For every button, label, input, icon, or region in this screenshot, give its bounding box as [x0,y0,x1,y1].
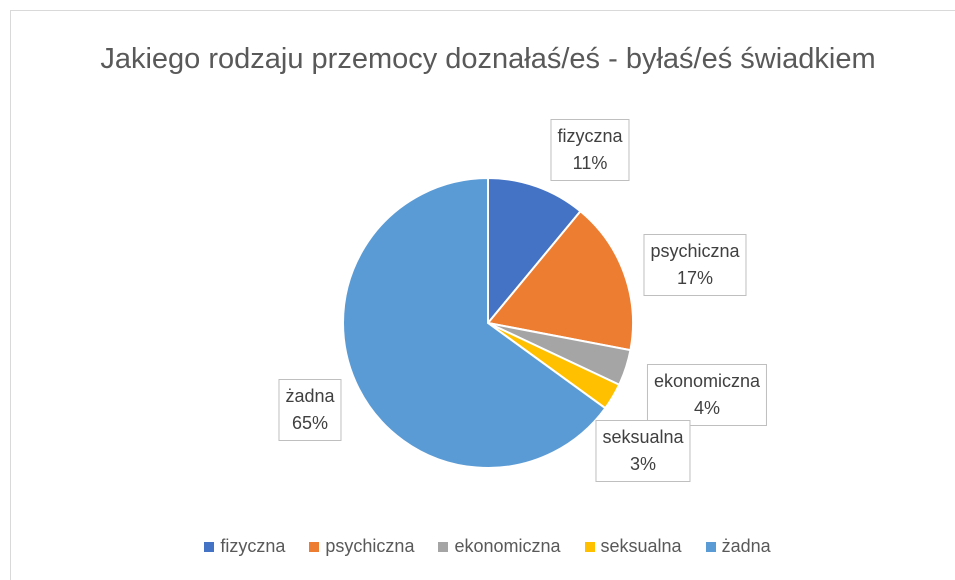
data-label: ekonomiczna 4% [646,364,768,426]
legend-swatch [584,542,595,552]
legend-label: ekonomiczna [454,536,561,556]
legend-item: seksualna [584,536,682,557]
data-label-category: psychiczna [650,241,740,261]
pie-slice [487,176,582,326]
legend-item: psychiczna [309,536,414,557]
legend-item: fizyczna [204,536,285,557]
legend-swatch [204,542,215,552]
chart-title: Jakiego rodzaju przemocy doznałaś/eś - b… [100,43,876,75]
data-label-value: 17% [676,268,714,288]
pie-slice [486,209,634,352]
legend-label: żadna [721,536,771,556]
data-label-category: seksualna [602,427,684,447]
legend-label: psychiczna [325,536,415,556]
data-label-value: 11% [572,153,608,173]
data-label-value: 3% [629,454,656,474]
data-label-value: 65% [291,413,329,433]
data-label-category: żadna [285,386,335,406]
data-label: fizyczna 11% [550,119,630,181]
pie-slice [342,176,607,469]
legend-label: seksualna [600,536,682,556]
legend-swatch [705,542,716,552]
data-label-category: fizyczna [557,126,623,146]
legend-swatch [438,542,449,552]
legend: fizyczna psychiczna ekonomiczna seksualna ża… [0,536,955,557]
legend-item: ekonomiczna [438,536,561,557]
data-label-value: 4% [693,398,720,418]
data-label: seksualna 3% [595,420,691,482]
data-label: psychiczna 17% [643,234,747,296]
legend-swatch [309,542,320,552]
data-label-category: ekonomiczna [653,371,761,391]
data-label: żadna 65% [278,379,342,441]
legend-item: żadna [705,536,771,557]
legend-label: fizyczna [220,536,286,556]
chart-border [10,10,955,580]
